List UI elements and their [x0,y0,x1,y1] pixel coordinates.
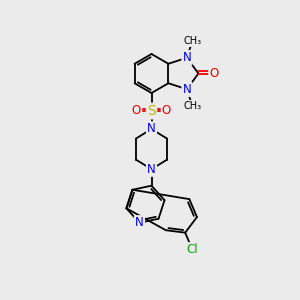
Text: N: N [183,83,191,96]
Text: O: O [209,67,219,80]
Text: CH₃: CH₃ [183,101,201,111]
Text: S: S [147,104,156,118]
Text: N: N [135,216,144,229]
Text: Cl: Cl [187,243,198,256]
Text: N: N [147,122,156,136]
Text: N: N [147,163,156,176]
Text: O: O [162,104,171,118]
Text: N: N [183,51,191,64]
Text: O: O [132,104,141,118]
Text: CH₃: CH₃ [183,36,201,46]
